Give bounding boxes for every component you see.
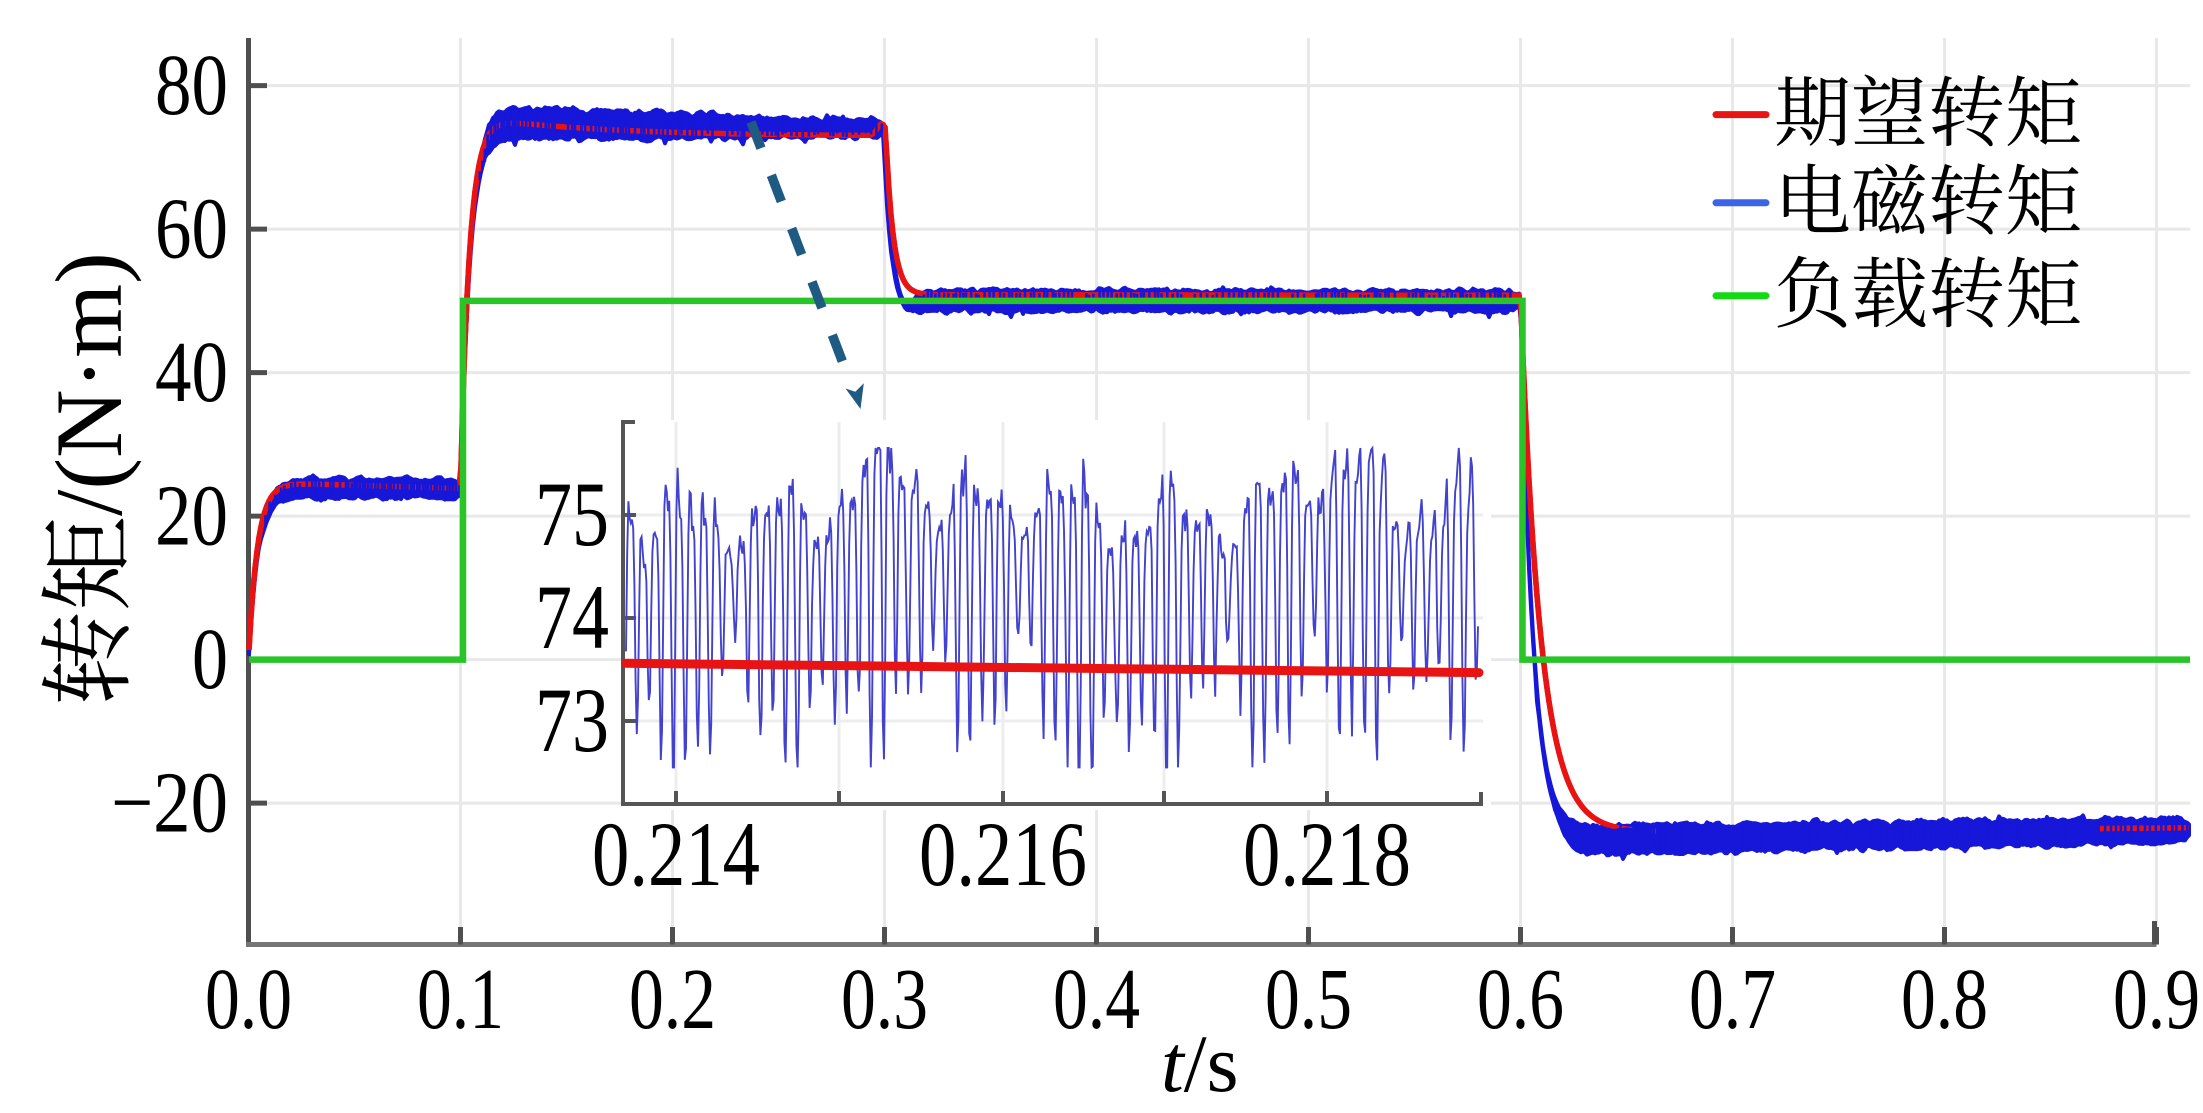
svg-text:0.1: 0.1 — [417, 950, 504, 1047]
svg-text:0.9: 0.9 — [2113, 950, 2200, 1047]
svg-text:0.3: 0.3 — [841, 950, 928, 1047]
svg-text:40: 40 — [155, 323, 228, 420]
svg-text:0.4: 0.4 — [1053, 950, 1140, 1047]
svg-text:0.8: 0.8 — [1901, 950, 1988, 1047]
svg-text:0: 0 — [192, 610, 228, 707]
svg-text:t/s: t/s — [1161, 1018, 1239, 1109]
svg-text:73: 73 — [535, 669, 609, 771]
svg-text:0.5: 0.5 — [1265, 950, 1352, 1047]
svg-text:0.7: 0.7 — [1689, 950, 1776, 1047]
svg-text:0.2: 0.2 — [629, 950, 716, 1047]
svg-text:0.214: 0.214 — [592, 803, 760, 905]
svg-text:/(N·m): /(N·m) — [36, 252, 142, 516]
svg-text:80: 80 — [155, 36, 228, 133]
svg-text:20: 20 — [155, 467, 228, 564]
svg-text:0.6: 0.6 — [1477, 950, 1564, 1047]
svg-text:75: 75 — [535, 463, 609, 565]
svg-text:60: 60 — [155, 180, 228, 277]
svg-text:−20: −20 — [111, 754, 228, 851]
svg-text:74: 74 — [535, 566, 609, 668]
svg-text:0.216: 0.216 — [919, 803, 1087, 905]
svg-text:0.0: 0.0 — [205, 950, 292, 1047]
svg-text:0.218: 0.218 — [1243, 803, 1411, 905]
